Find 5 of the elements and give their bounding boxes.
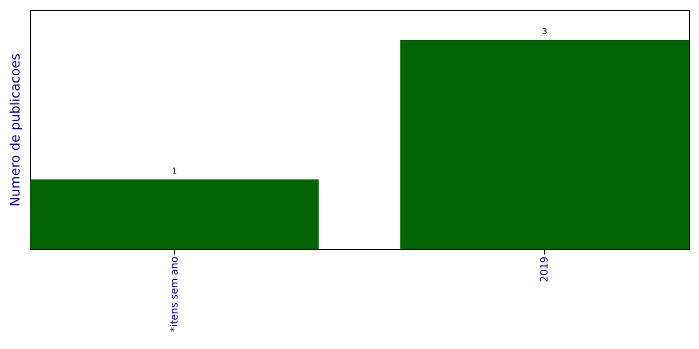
x-tick-label: *itens sem ano <box>169 256 180 332</box>
data-label: 3 <box>542 26 548 36</box>
y-axis-title: Numero de publicacoes <box>8 53 24 207</box>
data-label: 1 <box>172 166 177 176</box>
x-tick-label: 2019 <box>540 256 551 282</box>
